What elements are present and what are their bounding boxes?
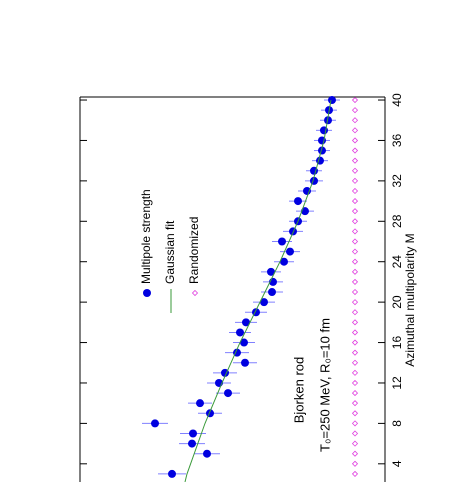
data-point (351, 379, 359, 387)
data-point (316, 156, 324, 165)
data-point (351, 309, 359, 316)
data-point (351, 349, 359, 356)
data-point (351, 208, 359, 215)
data-point (351, 410, 359, 417)
data-point (351, 400, 359, 407)
data-point (318, 146, 326, 155)
data-point (351, 228, 359, 235)
x-axis-label: Azimuthal multipolarity M (403, 233, 417, 366)
data-point (286, 247, 294, 256)
data-point (224, 389, 232, 398)
data-point (168, 469, 176, 478)
data-point (351, 198, 359, 205)
data-point (351, 177, 359, 184)
data-point (351, 117, 359, 124)
data-point (351, 288, 359, 296)
data-point (351, 127, 359, 134)
data-point (351, 319, 359, 326)
data-point (351, 218, 359, 225)
x-tick-label: 8 (390, 420, 404, 427)
data-point (351, 369, 359, 376)
data-point (351, 329, 359, 336)
data-point (260, 298, 268, 307)
data-point (351, 299, 359, 306)
data-point (351, 430, 359, 437)
data-point (351, 167, 359, 174)
legend-marker (143, 289, 151, 297)
x-tick-label: 36 (390, 133, 404, 147)
data-point (351, 238, 359, 245)
x-tick-label: 24 (390, 255, 404, 269)
data-point (278, 237, 286, 246)
data-point (189, 429, 197, 438)
data-point (267, 267, 275, 276)
data-point (351, 187, 359, 195)
data-point (351, 137, 359, 144)
data-point (351, 107, 359, 114)
annotation: Bjorken rod (291, 357, 306, 423)
data-point (351, 339, 359, 346)
legend-label: Multipole strength (139, 189, 153, 284)
data-point (236, 328, 244, 337)
fit-line (184, 99, 332, 482)
data-point (196, 399, 204, 408)
data-point (351, 470, 359, 477)
data-point (351, 147, 359, 154)
x-tick-label: 4 (390, 460, 404, 467)
data-point (203, 449, 211, 458)
x-tick-label: 12 (390, 376, 404, 390)
data-point (328, 96, 336, 105)
data-point (188, 439, 196, 448)
x-tick-label: 32 (390, 174, 404, 188)
x-tick-label: 20 (390, 295, 404, 309)
data-point (351, 390, 359, 397)
data-point (268, 288, 276, 297)
x-tick-label: 40 (390, 93, 404, 107)
data-point (351, 96, 359, 104)
legend-label: Randomized (187, 217, 201, 284)
data-point (351, 157, 359, 164)
data-point (241, 358, 249, 367)
x-tick-label: 28 (390, 214, 404, 228)
data-point (280, 257, 288, 266)
data-point (351, 450, 359, 457)
legend-label: Gaussian fit (163, 220, 177, 284)
data-point (351, 440, 359, 447)
data-point (351, 460, 359, 467)
data-point (351, 278, 359, 285)
data-point (242, 318, 250, 327)
data-point (351, 258, 359, 265)
data-point (351, 359, 359, 366)
data-point (351, 248, 359, 255)
data-point (351, 268, 359, 275)
data-point (320, 126, 328, 135)
legend-marker (191, 289, 199, 297)
data-point (351, 420, 359, 427)
data-point (294, 197, 302, 206)
data-point (240, 338, 248, 347)
data-point (151, 419, 159, 428)
annotation: T₀=250 MeV, R₀=10 fm (317, 318, 332, 452)
x-tick-label: 16 (390, 336, 404, 350)
